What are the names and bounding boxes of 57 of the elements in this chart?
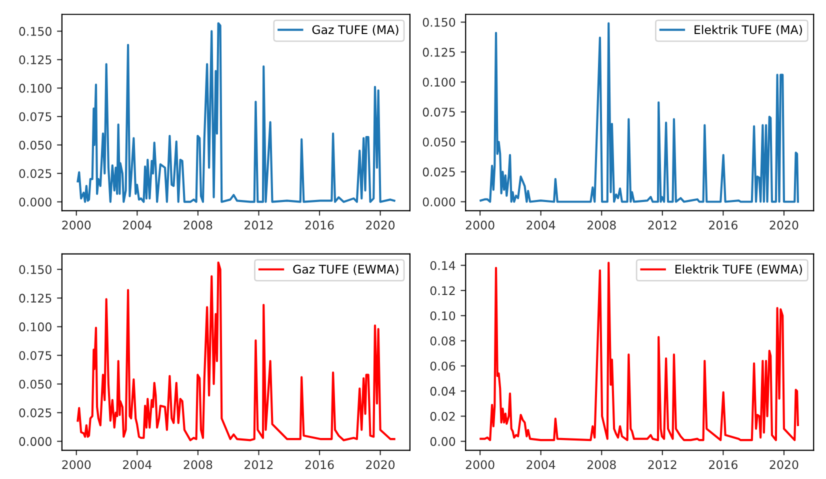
y-tick-label: 0.06 (430, 362, 456, 371)
y-tick-label: 0.075 (422, 108, 455, 117)
y-tick-label: 0.050 (19, 140, 52, 150)
x-tick-label: 2004 (526, 220, 556, 230)
y-tick-label: 0.100 (19, 322, 52, 332)
y-tick-label: 0.100 (422, 78, 456, 87)
x-tick-label: 2008 (184, 460, 212, 470)
legend-label: Gaz TUFE (EWMA) (293, 264, 398, 276)
y-tick-label: 0.150 (422, 18, 456, 27)
x-tick-label: 2016 (305, 460, 334, 470)
x-tick-label: 2016 (305, 220, 334, 230)
y-tick-label: 0.125 (19, 55, 52, 64)
y-tick-label: 0.12 (430, 286, 455, 296)
y-tick-label: 0.04 (430, 386, 456, 396)
x-tick-label: 2008 (587, 460, 616, 470)
x-tick-label: 2012 (648, 460, 676, 470)
x-tick-label: 2020 (366, 220, 395, 230)
x-tick-label: 2000 (466, 460, 494, 470)
y-tick-label: 0.000 (422, 197, 456, 206)
x-tick-label: 2000 (62, 220, 91, 230)
y-tick-label: 0.000 (19, 198, 52, 206)
x-tick-label: 2008 (587, 220, 616, 230)
x-tick-label: 2004 (123, 220, 152, 230)
y-tick-label: 0.150 (19, 26, 52, 36)
y-tick-label: 0.150 (19, 265, 52, 274)
y-tick-label: 0.02 (430, 412, 455, 421)
y-tick-label: 0.025 (19, 408, 52, 418)
x-tick-label: 2012 (244, 460, 273, 470)
y-tick-label: 0.075 (19, 351, 52, 360)
x-tick-label: 2008 (184, 220, 212, 230)
y-tick-label: 0.00 (430, 437, 456, 446)
legend-label: Gaz TUFE (MA) (312, 25, 398, 36)
y-tick-label: 0.000 (19, 437, 52, 446)
x-tick-label: 2016 (709, 220, 738, 230)
x-tick-label: 2004 (123, 460, 152, 470)
y-tick-label: 0.100 (19, 84, 52, 93)
x-tick-label: 2020 (770, 460, 798, 470)
x-tick-label: 2020 (366, 460, 395, 470)
legend-label: Elektrik TUFE (EWMA) (675, 264, 802, 276)
y-tick-label: 0.025 (19, 169, 52, 178)
y-tick-label: 0.10 (430, 311, 456, 320)
y-tick-label: 0.125 (422, 48, 455, 57)
y-tick-label: 0.075 (19, 112, 52, 122)
x-tick-label: 2016 (709, 460, 738, 470)
y-tick-label: 0.08 (430, 336, 456, 346)
x-tick-label: 2012 (244, 220, 273, 230)
x-tick-label: 2020 (770, 220, 798, 230)
y-tick-label: 0.050 (422, 138, 456, 147)
y-tick-label: 0.14 (430, 261, 456, 270)
x-tick-label: 2012 (648, 220, 676, 230)
y-tick-label: 0.050 (19, 380, 52, 389)
y-tick-label: 0.125 (19, 294, 52, 303)
legend-label: Elektrik TUFE (MA) (694, 24, 802, 36)
y-tick-label: 0.025 (422, 168, 455, 176)
x-tick-label: 2000 (466, 220, 494, 230)
x-tick-label: 2004 (526, 460, 556, 470)
x-tick-label: 2000 (62, 460, 91, 470)
